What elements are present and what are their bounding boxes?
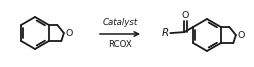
Text: R: R: [161, 28, 168, 38]
Text: O: O: [65, 28, 72, 38]
Text: O: O: [236, 30, 244, 40]
Text: Catalyst: Catalyst: [102, 18, 137, 27]
Text: O: O: [181, 11, 188, 20]
Text: RCOX: RCOX: [108, 40, 131, 49]
